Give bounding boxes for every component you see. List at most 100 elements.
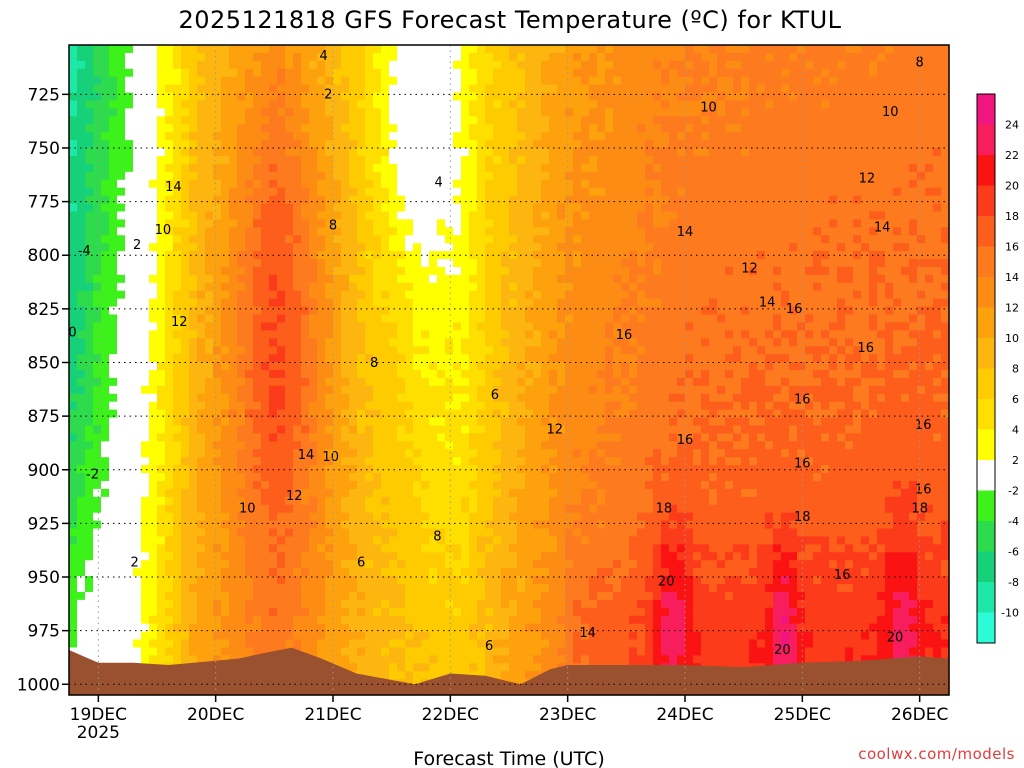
heatmap-cell xyxy=(549,417,558,427)
heatmap-cell xyxy=(293,124,302,133)
heatmap-cell xyxy=(301,259,310,268)
heatmap-cell xyxy=(293,536,302,545)
heatmap-cell xyxy=(109,306,118,316)
heatmap-cell xyxy=(461,243,470,252)
heatmap-cell xyxy=(229,576,238,585)
heatmap-cell xyxy=(245,465,254,474)
heatmap-cell xyxy=(365,631,374,641)
heatmap-cell xyxy=(541,84,550,94)
heatmap-cell xyxy=(165,148,174,157)
heatmap-cell xyxy=(165,100,174,110)
heatmap-cell xyxy=(461,576,470,585)
heatmap-cell xyxy=(397,68,406,78)
heatmap-cell xyxy=(421,615,430,625)
heatmap-cell xyxy=(341,60,350,70)
heatmap-cell xyxy=(269,362,278,371)
heatmap-cell xyxy=(397,465,406,474)
heatmap-cell xyxy=(397,362,406,371)
heatmap-cell xyxy=(485,314,494,324)
heatmap-cell xyxy=(333,536,342,545)
heatmap-cell xyxy=(549,282,558,292)
heatmap-cell xyxy=(365,671,374,680)
heatmap-cell xyxy=(325,163,334,173)
heatmap-cell xyxy=(485,615,494,625)
heatmap-cell xyxy=(509,473,518,482)
heatmap-cell xyxy=(333,116,342,125)
heatmap-cell xyxy=(485,235,494,244)
heatmap-cell xyxy=(469,591,478,601)
heatmap-cell xyxy=(77,615,86,625)
heatmap-cell xyxy=(421,473,430,482)
heatmap-cell xyxy=(509,52,518,62)
heatmap-cell xyxy=(221,227,230,236)
heatmap-cell xyxy=(205,449,214,458)
heatmap-cell xyxy=(453,584,462,593)
heatmap-cell xyxy=(365,504,374,514)
heatmap-cell xyxy=(277,488,286,498)
heatmap-cell xyxy=(453,76,462,86)
heatmap-cell xyxy=(133,560,142,569)
heatmap-cell xyxy=(181,449,190,458)
heatmap-cell xyxy=(197,274,206,284)
heatmap-cell xyxy=(245,124,254,133)
heatmap-cell xyxy=(157,163,166,173)
heatmap-cell xyxy=(221,179,230,189)
heatmap-cell xyxy=(525,433,534,442)
heatmap-cell xyxy=(501,528,510,538)
heatmap-cell xyxy=(469,132,478,141)
heatmap-cell xyxy=(141,140,150,149)
heatmap-cell xyxy=(149,528,158,538)
heatmap-cell xyxy=(461,92,470,102)
heatmap-cell xyxy=(253,354,262,363)
heatmap-cell xyxy=(141,393,150,403)
heatmap-cell xyxy=(405,306,414,316)
heatmap-cell xyxy=(101,536,110,545)
heatmap-cell xyxy=(77,76,86,86)
heatmap-cell xyxy=(533,409,542,419)
heatmap-cell xyxy=(501,473,510,482)
heatmap-cell xyxy=(309,520,318,530)
heatmap-cell xyxy=(541,663,550,672)
heatmap-cell xyxy=(173,346,182,355)
heatmap-cell xyxy=(125,298,134,308)
heatmap-cell xyxy=(205,68,214,78)
heatmap-cell xyxy=(333,623,342,633)
heatmap-cell xyxy=(301,647,310,656)
heatmap-cell xyxy=(109,100,118,110)
heatmap-cell xyxy=(477,520,486,530)
heatmap-cell xyxy=(181,227,190,236)
heatmap-cell xyxy=(397,584,406,593)
heatmap-cell xyxy=(509,148,518,157)
heatmap-cell xyxy=(541,132,550,141)
heatmap-cell xyxy=(349,322,358,331)
heatmap-cell xyxy=(485,171,494,181)
heatmap-cell xyxy=(133,449,142,458)
heatmap-cell xyxy=(101,60,110,70)
heatmap-cell xyxy=(253,259,262,268)
heatmap-cell xyxy=(213,385,222,395)
heatmap-cell xyxy=(269,385,278,395)
heatmap-cell xyxy=(477,76,486,86)
heatmap-cell xyxy=(245,512,254,522)
heatmap-cell xyxy=(341,647,350,656)
heatmap-cell xyxy=(85,623,94,633)
heatmap-cell xyxy=(533,401,542,411)
heatmap-cell xyxy=(77,68,86,78)
heatmap-cell xyxy=(381,171,390,181)
heatmap-cell xyxy=(317,306,326,316)
heatmap-cell xyxy=(461,377,470,387)
heatmap-cell xyxy=(509,655,518,664)
heatmap-cell xyxy=(381,306,390,316)
heatmap-cell xyxy=(485,148,494,157)
heatmap-cell xyxy=(117,591,126,601)
heatmap-cell xyxy=(117,84,126,94)
heatmap-cell xyxy=(125,370,134,379)
heatmap-cell xyxy=(533,354,542,363)
heatmap-cell xyxy=(509,290,518,300)
heatmap-cell xyxy=(205,60,214,70)
heatmap-cell xyxy=(101,465,110,474)
heatmap-cell xyxy=(509,671,518,680)
heatmap-cell xyxy=(261,219,270,228)
heatmap-cell xyxy=(85,243,94,252)
heatmap-cell xyxy=(437,354,446,363)
